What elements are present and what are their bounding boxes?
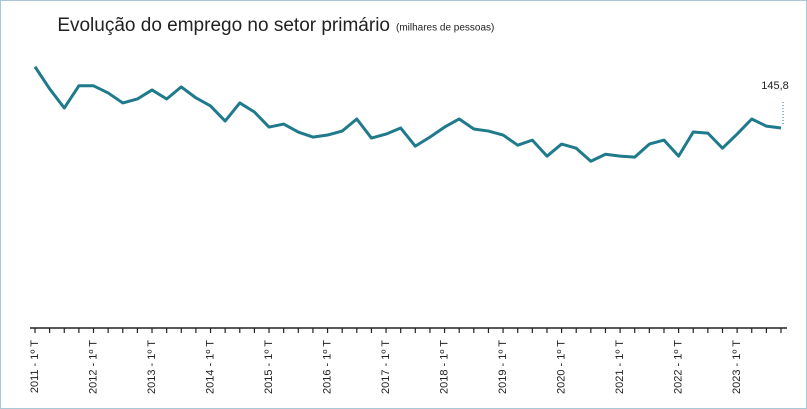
x-tick-label: 2015 - 1º T — [263, 340, 275, 394]
x-tick-label: 2017 - 1º T — [380, 340, 392, 394]
x-tick-label: 2012 - 1º T — [87, 340, 99, 394]
x-tick-label: 2020 - 1º T — [555, 340, 567, 394]
x-tick-label: 2011 - 1º T — [29, 340, 41, 393]
x-tick-label: 2019 - 1º T — [497, 340, 509, 394]
data-label: 145,8 — [761, 80, 789, 92]
chart-subtitle: (milhares de pessoas) — [396, 23, 494, 34]
x-tick-label: 2022 - 1º T — [673, 340, 685, 394]
x-tick-label: 2014 - 1º T — [204, 340, 216, 394]
x-tick-label: 2016 - 1º T — [321, 340, 333, 394]
x-tick-label: 2018 - 1º T — [438, 340, 450, 394]
x-tick-label: 2013 - 1º T — [146, 340, 158, 394]
x-tick-label: 2021 - 1º T — [614, 340, 626, 394]
x-tick-label: 2023 - 1º T — [731, 340, 743, 394]
chart-title: Evolução do emprego no setor primário — [57, 15, 390, 36]
line — [33, 65, 782, 163]
